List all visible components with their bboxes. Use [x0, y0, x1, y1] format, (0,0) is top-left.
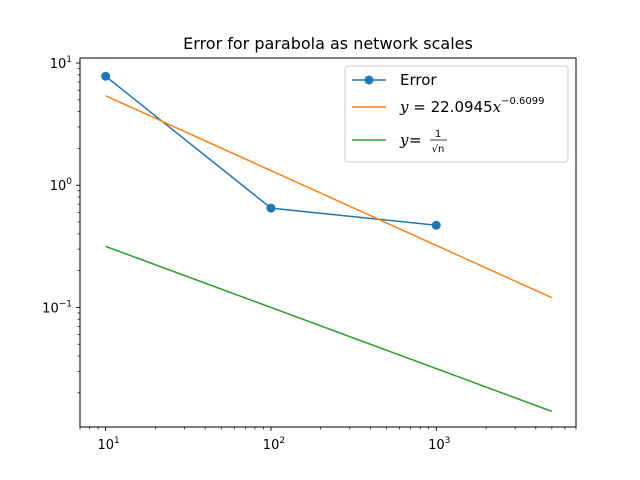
legend: Error y = 22.0945x−0.6099 y = 1 √n — [344, 65, 569, 163]
series-line-2 — [105, 245, 553, 413]
legend-label-error: Error — [400, 71, 437, 89]
legend-sqrt-eq: = — [409, 131, 422, 149]
legend-box — [344, 65, 569, 163]
x-tick-label-2: 103 — [428, 436, 450, 453]
series-point-0-2 — [431, 220, 441, 230]
legend-power-fit-eq: = 22.0945 — [408, 98, 492, 116]
series-point-0-1 — [266, 203, 276, 213]
series-line-1 — [105, 95, 553, 299]
x-tick-label-0: 101 — [97, 436, 119, 453]
legend-power-fit-y: y — [399, 98, 409, 116]
chart-title: Error for parabola as network scales — [183, 34, 473, 53]
y-tick-label-2: 101 — [50, 55, 72, 72]
y-tick-label-1: 100 — [50, 177, 73, 194]
legend-sqrt-denominator: √n — [432, 144, 445, 155]
legend-label-power-fit: y = 22.0945x−0.6099 — [399, 96, 544, 116]
x-tick-label-1: 102 — [263, 436, 285, 453]
legend-power-fit-x: x — [493, 98, 502, 116]
series-point-0-0 — [101, 71, 111, 81]
plot-area — [101, 71, 553, 413]
axis-ticks: 101 102 103 10−1 100 101 — [42, 55, 577, 453]
legend-sqrt-y: y — [399, 131, 409, 149]
y-tick-label-0: 10−1 — [42, 299, 72, 316]
legend-marker-error — [364, 75, 374, 85]
legend-power-fit-exponent: −0.6099 — [501, 96, 544, 107]
legend-sqrt-numerator: 1 — [435, 129, 441, 140]
axes-frame — [79, 57, 577, 428]
